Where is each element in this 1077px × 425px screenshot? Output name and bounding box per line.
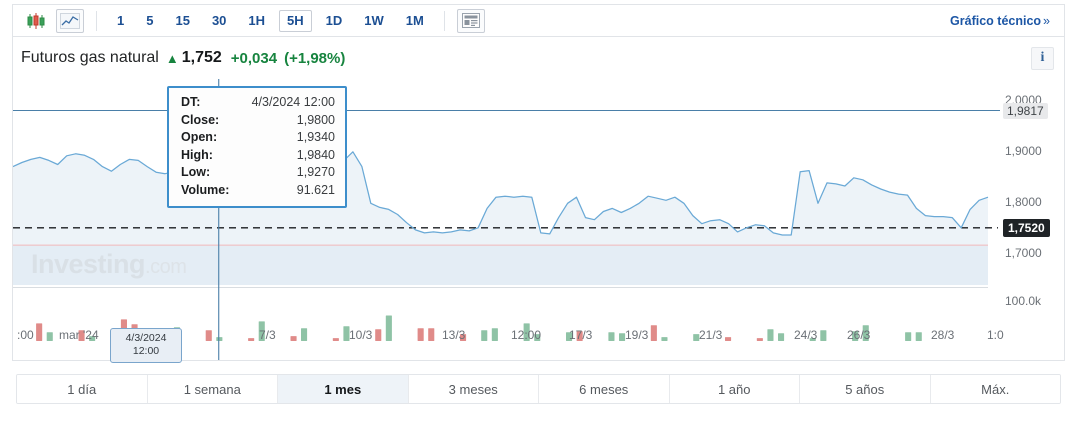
time-tick-label: 13/3 — [442, 328, 466, 342]
info-icon: i — [1040, 50, 1045, 65]
volume-tick-label: 100.0k — [1005, 294, 1042, 308]
tooltip-value: 1,9800 — [296, 112, 335, 127]
price-change: +0,034 — [230, 49, 278, 67]
chart-toolbar: 1 5 15 30 1H 5H 1D 1W 1M Gráfico técnico… — [12, 4, 1065, 37]
time-tick-label: :00 — [17, 328, 34, 342]
price-tick-label: 1,9000 — [1005, 144, 1042, 159]
toolbar-divider-1 — [96, 10, 97, 31]
tooltip-row-high: High: 1,9840 — [181, 147, 335, 165]
time-tick-label: 1:0 — [987, 328, 1004, 342]
range-tab-1-dia[interactable]: 1 día — [17, 375, 148, 403]
crosshair-date-bubble: 4/3/2024 12:00 — [110, 328, 182, 363]
tooltip-row-low: Low: 1,9270 — [181, 164, 335, 182]
time-tick-label: 19/3 — [625, 328, 649, 342]
crosshair-time: 12:00 — [132, 345, 160, 357]
interval-5[interactable]: 5 — [146, 12, 154, 28]
time-tick-label: 10/3 — [349, 328, 373, 342]
tooltip-key: Volume: — [181, 182, 230, 197]
tooltip-key: DT: — [181, 95, 201, 109]
info-button[interactable]: i — [1031, 46, 1054, 70]
time-tick-label: 17/3 — [569, 328, 593, 342]
interval-1w[interactable]: 1W — [364, 12, 384, 28]
direction-up-icon: ▲ — [165, 50, 179, 66]
range-tab-5-anos[interactable]: 5 años — [800, 375, 931, 403]
line-chart-icon[interactable] — [56, 8, 84, 33]
technical-chart-link[interactable]: Gráfico técnico» — [950, 14, 1058, 28]
range-tab-1-mes[interactable]: 1 mes — [278, 375, 409, 403]
tooltip-row-volume: Volume: 91.621 — [181, 182, 335, 200]
candlestick-chart-icon[interactable] — [22, 9, 50, 33]
time-tick-label: 21/3 — [699, 328, 723, 342]
interval-1[interactable]: 1 — [117, 12, 125, 28]
tooltip-key: Low: — [181, 165, 211, 179]
chevron-right-icon: » — [1043, 13, 1050, 28]
chart-area[interactable]: Investing.com 2,0000 1,9000 1,8000 1,7000 1,… — [12, 79, 1065, 361]
range-selector: 1 día 1 semana 1 mes 3 meses 6 meses 1 a… — [16, 374, 1061, 404]
tooltip-row-close: Close: 1,9800 — [181, 112, 335, 130]
time-tick-label: 26/3 — [847, 328, 871, 342]
tooltip-value: 91.621 — [296, 182, 335, 197]
time-tick-label: 28/3 — [931, 328, 955, 342]
tooltip-key: Open: — [181, 130, 218, 144]
range-tab-1-semana[interactable]: 1 semana — [147, 375, 278, 403]
tooltip-value: 1,9270 — [296, 165, 335, 179]
news-panel-icon[interactable] — [456, 8, 485, 33]
time-tick-label: 7/3 — [259, 328, 276, 342]
price-tick-label: 1,8000 — [1005, 195, 1042, 210]
crosshair-date: 4/3/2024 — [125, 332, 167, 344]
interval-1h[interactable]: 1H — [248, 12, 266, 28]
time-tick-label: 24/3 — [794, 328, 818, 342]
interval-15[interactable]: 15 — [175, 12, 190, 28]
range-tab-max[interactable]: Máx. — [930, 375, 1060, 403]
interval-30[interactable]: 30 — [211, 12, 227, 28]
crosshair-price-label: 1,9817 — [1003, 102, 1048, 119]
tooltip-key: Close: — [181, 112, 220, 127]
interval-1d[interactable]: 1D — [325, 12, 343, 28]
tooltip-value: 1,9840 — [296, 147, 335, 162]
interval-1m[interactable]: 1M — [405, 12, 424, 28]
range-tab-6-meses[interactable]: 6 meses — [539, 375, 670, 403]
time-tick-label: mar '24 — [59, 328, 99, 342]
technical-chart-label: Gráfico técnico — [950, 13, 1042, 28]
range-tab-1-ano[interactable]: 1 año — [669, 375, 800, 403]
last-price: 1,752 — [181, 49, 222, 66]
price-tick-label: 1,7000 — [1005, 246, 1042, 261]
range-tab-3-meses[interactable]: 3 meses — [408, 375, 539, 403]
toolbar-divider-2 — [443, 10, 445, 31]
tooltip-value: 1,9340 — [296, 130, 335, 144]
tooltip-value: 4/3/2024 12:00 — [251, 95, 335, 109]
tooltip-key: High: — [181, 147, 213, 162]
price-change-percent: (+1,98%) — [284, 49, 346, 67]
time-tick-label: 12:00 — [511, 328, 542, 342]
quote-header: Futuros gas natural ▲ 1,752 +0,034 (+1,9… — [12, 37, 1065, 79]
instrument-name: Futuros gas natural — [21, 49, 159, 66]
ohlc-tooltip: DT: 4/3/2024 12:00 Close: 1,9800 Open: 1… — [167, 86, 347, 208]
tooltip-row-dt: DT: 4/3/2024 12:00 — [181, 94, 335, 112]
tooltip-row-open: Open: 1,9340 — [181, 129, 335, 147]
interval-5h[interactable]: 5H — [279, 9, 312, 32]
last-price-axis-label: 1,7520 — [1003, 218, 1050, 237]
